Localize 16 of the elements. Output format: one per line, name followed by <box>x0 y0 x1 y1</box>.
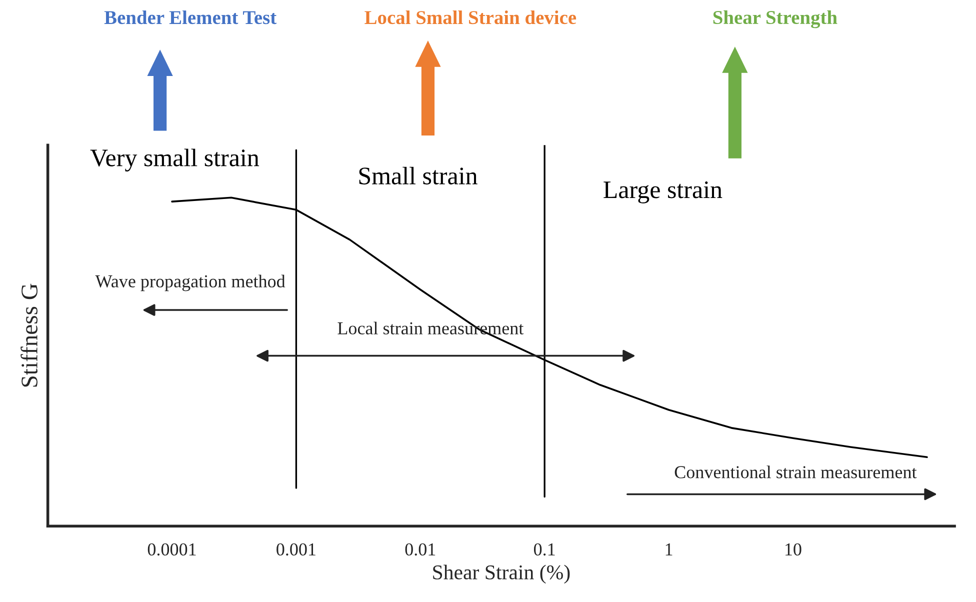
x-tick-label: 0.01 <box>405 543 436 556</box>
text: Small strain <box>359 166 478 184</box>
text: Very small strain <box>90 148 260 172</box>
x-tick-label: 0.1 <box>534 543 555 556</box>
x-tick-label: 1 <box>666 543 672 556</box>
annotation: Conventional strain measurement <box>674 466 917 478</box>
annotation: Wave propagation method <box>95 274 286 292</box>
text: Shear Strength <box>713 10 838 28</box>
text: Bender Element Test <box>104 10 276 24</box>
x-tick-label: 0.001 <box>276 543 316 556</box>
x-axis-title: Shear Strain (%) <box>433 564 570 584</box>
x-tick-label: 10 <box>786 543 802 556</box>
annotation: Large strain <box>604 181 722 204</box>
x-tick-label: 0.0001 <box>148 543 196 556</box>
text: Local Small Strain device <box>364 10 576 24</box>
y-axis-title: Stiffness G <box>20 284 38 387</box>
